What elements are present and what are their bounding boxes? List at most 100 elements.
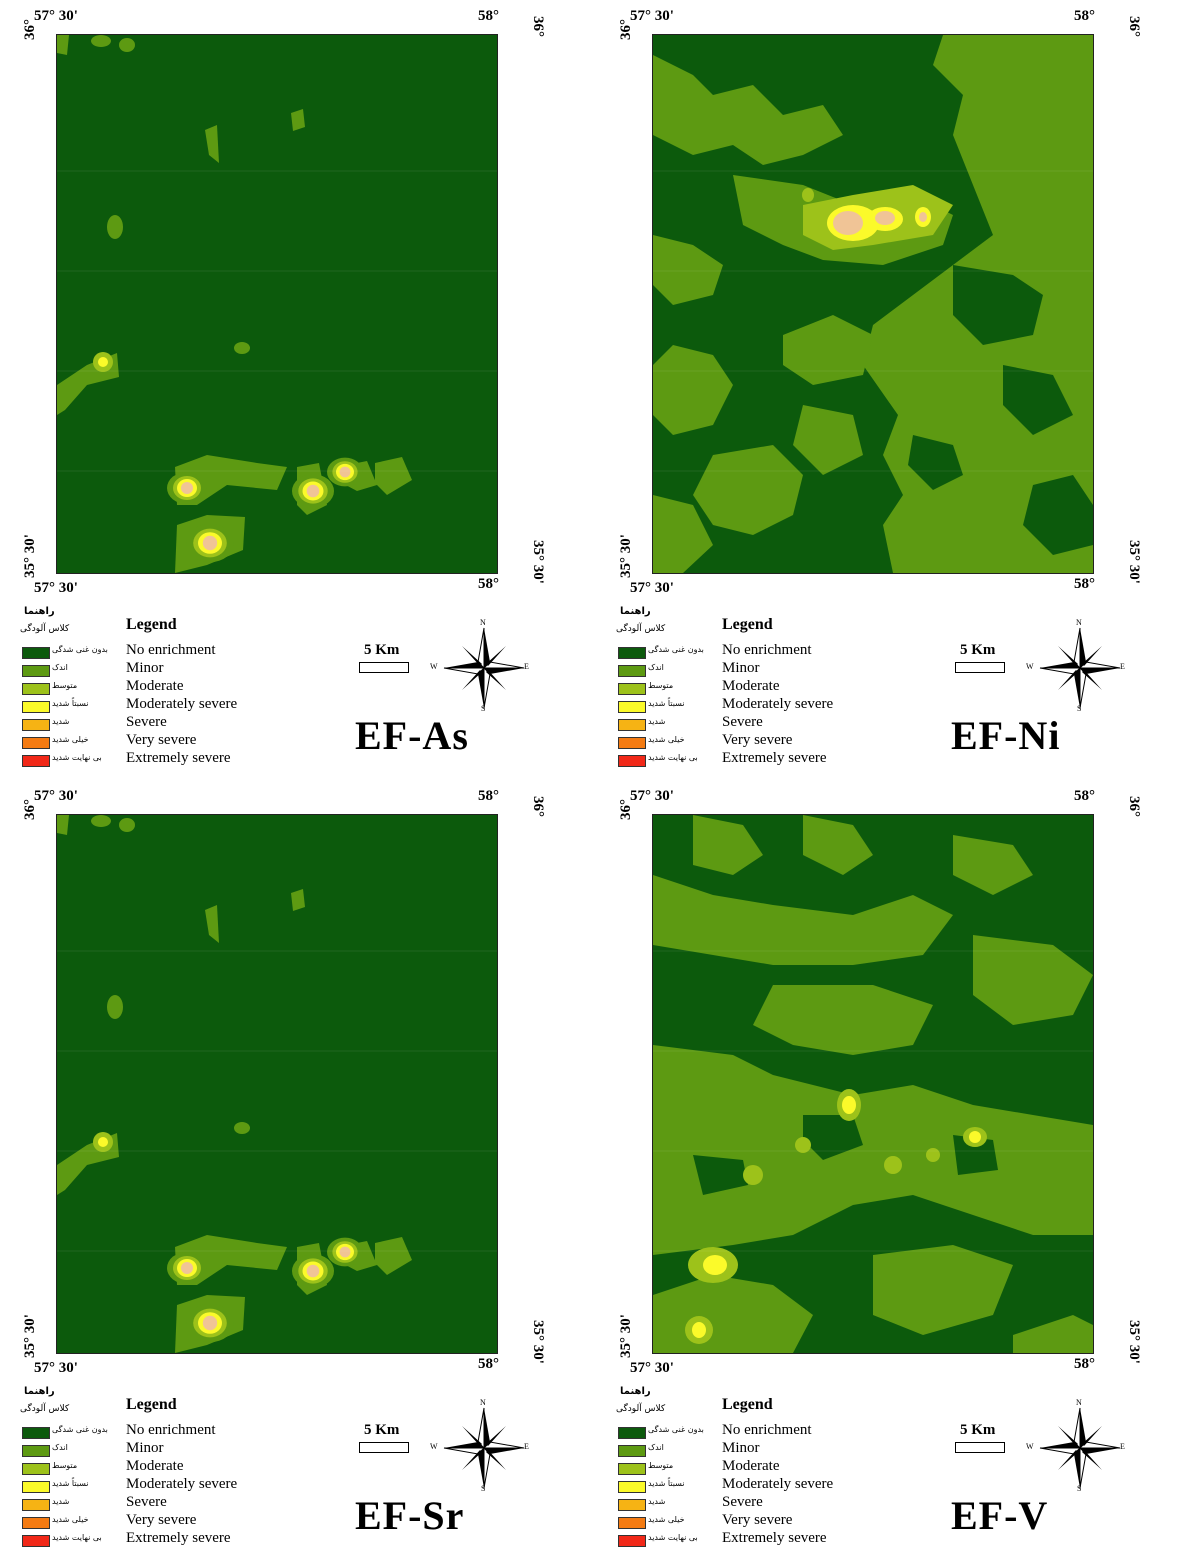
map-title: EF-V xyxy=(951,1493,1049,1538)
legend-title: Legend xyxy=(126,616,177,633)
legend-en-label: Very severe xyxy=(126,732,197,748)
scale-bar xyxy=(359,1442,409,1453)
legend-item: شدید Severe xyxy=(22,1494,362,1513)
legend-swatch xyxy=(22,647,50,659)
legend-swatch xyxy=(22,1499,50,1511)
legend-swatch xyxy=(618,683,646,695)
legend-item: اندک Minor xyxy=(22,660,362,679)
legend-swatch xyxy=(618,1445,646,1457)
legend-fa-title: راهنما xyxy=(620,1386,651,1397)
legend-fa-label: اندک xyxy=(648,663,664,672)
map-title: EF-Sr xyxy=(355,1493,465,1538)
legend-en-label: Moderately severe xyxy=(126,1476,238,1492)
legend-item: نسبتاً شدید Moderately severe xyxy=(22,696,362,715)
coord-bottom-left: 57° 30' xyxy=(34,580,78,596)
legend-item: شدید Severe xyxy=(618,714,958,733)
coord-bottom-right: 58° xyxy=(478,576,499,592)
legend-item: بی نهایت شدید Extremely severe xyxy=(22,1530,362,1549)
legend-en-label: Severe xyxy=(722,714,763,730)
legend-swatch xyxy=(618,1481,646,1493)
scale-bar xyxy=(359,662,409,673)
coord-left-bottom: 35° 30' xyxy=(22,1314,38,1358)
legend-en-label: Minor xyxy=(126,1440,164,1456)
legend-swatch xyxy=(618,1517,646,1529)
legend-swatch xyxy=(22,755,50,767)
legend-item: بدون غنی شدگی No enrichment xyxy=(618,642,958,661)
coord-left-top: 36° xyxy=(618,799,634,820)
north-arrow-icon: N S E W xyxy=(1026,1398,1125,1493)
legend-fa-title: راهنما xyxy=(24,606,55,617)
coord-right-bottom: 35° 30' xyxy=(530,1320,546,1364)
legend-en-label: Moderate xyxy=(722,1458,780,1474)
coord-right-bottom: 35° 30' xyxy=(530,540,546,584)
legend-en-label: Extremely severe xyxy=(126,750,231,766)
legend-fa-label: اندک xyxy=(52,1443,68,1452)
coord-right-bottom: 35° 30' xyxy=(1126,540,1142,584)
legend-fa-label: متوسط xyxy=(648,1461,674,1470)
legend-title: Legend xyxy=(722,616,773,633)
legend-fa-label: خیلی شدید xyxy=(648,735,685,744)
legend-en-label: Moderate xyxy=(722,678,780,694)
legend-swatch xyxy=(618,1535,646,1547)
legend-swatch xyxy=(618,665,646,677)
legend-fa-subtitle: کلاس آلودگی xyxy=(20,1404,70,1414)
scale-label: 5 Km xyxy=(960,1422,996,1438)
legend-item: خیلی شدید Very severe xyxy=(618,1512,958,1531)
legend-fa-subtitle: کلاس آلودگی xyxy=(616,1404,666,1414)
legend-swatch xyxy=(22,683,50,695)
legend-item: اندک Minor xyxy=(618,1440,958,1459)
coord-top-left: 57° 30' xyxy=(630,8,674,24)
legend-swatch xyxy=(22,1463,50,1475)
legend-fa-label: متوسط xyxy=(52,1461,78,1470)
scale-bar xyxy=(955,662,1005,673)
north-arrow-icon: N S E W xyxy=(430,618,529,713)
coord-left-bottom: 35° 30' xyxy=(618,1314,634,1358)
coord-bottom-left: 57° 30' xyxy=(34,1360,78,1376)
legend-fa-label: بدون غنی شدگی xyxy=(52,645,108,654)
legend-item: بدون غنی شدگی No enrichment xyxy=(22,642,362,661)
coord-top-left: 57° 30' xyxy=(630,788,674,804)
coord-right-top: 36° xyxy=(1126,16,1142,37)
map-panel-v: 57° 30' 58° 57° 30' 58° 36° 35° 30' 36° 35° 30'… xyxy=(596,780,1192,1560)
legend-fa-label: بدون غنی شدگی xyxy=(648,645,704,654)
legend-en-label: Severe xyxy=(126,1494,167,1510)
legend-fa-label: نسبتاً شدید xyxy=(52,1479,89,1488)
legend-fa-label: بی نهایت شدید xyxy=(648,753,698,762)
legend-swatch xyxy=(22,1517,50,1529)
legend-item: خیلی شدید Very severe xyxy=(22,1512,362,1531)
legend-title: Legend xyxy=(126,1396,177,1413)
map-area xyxy=(56,814,498,1354)
legend-fa-label: شدید xyxy=(52,1497,70,1506)
legend-en-label: Very severe xyxy=(722,732,793,748)
map-title: EF-Ni xyxy=(951,713,1061,758)
north-arrow-icon: N S E W xyxy=(1026,618,1125,713)
legend-swatch xyxy=(618,701,646,713)
legend-item: بی نهایت شدید Extremely severe xyxy=(618,750,958,769)
legend-en-label: No enrichment xyxy=(722,642,812,658)
legend-en-label: Moderately severe xyxy=(722,1476,834,1492)
legend-en-label: Severe xyxy=(722,1494,763,1510)
legend-item: اندک Minor xyxy=(618,660,958,679)
legend-en-label: Minor xyxy=(722,660,760,676)
legend-swatch xyxy=(22,1427,50,1439)
coord-right-top: 36° xyxy=(530,796,546,817)
legend-fa-title: راهنما xyxy=(24,1386,55,1397)
legend-item: شدید Severe xyxy=(618,1494,958,1513)
legend-item: متوسط Moderate xyxy=(618,678,958,697)
legend-swatch xyxy=(22,665,50,677)
legend-item: نسبتاً شدید Moderately severe xyxy=(22,1476,362,1495)
legend-swatch xyxy=(22,1445,50,1457)
legend-en-label: Moderately severe xyxy=(722,696,834,712)
legend-swatch xyxy=(618,737,646,749)
legend-fa-label: بی نهایت شدید xyxy=(52,1533,102,1542)
map-area xyxy=(56,34,498,574)
legend-fa-label: نسبتاً شدید xyxy=(52,699,89,708)
legend-title: Legend xyxy=(722,1396,773,1413)
legend-fa-title: راهنما xyxy=(620,606,651,617)
legend-en-label: Severe xyxy=(126,714,167,730)
legend-swatch xyxy=(618,647,646,659)
legend-en-label: Minor xyxy=(126,660,164,676)
coord-bottom-left: 57° 30' xyxy=(630,1360,674,1376)
scale-label: 5 Km xyxy=(364,1422,400,1438)
legend-fa-label: خیلی شدید xyxy=(648,1515,685,1524)
